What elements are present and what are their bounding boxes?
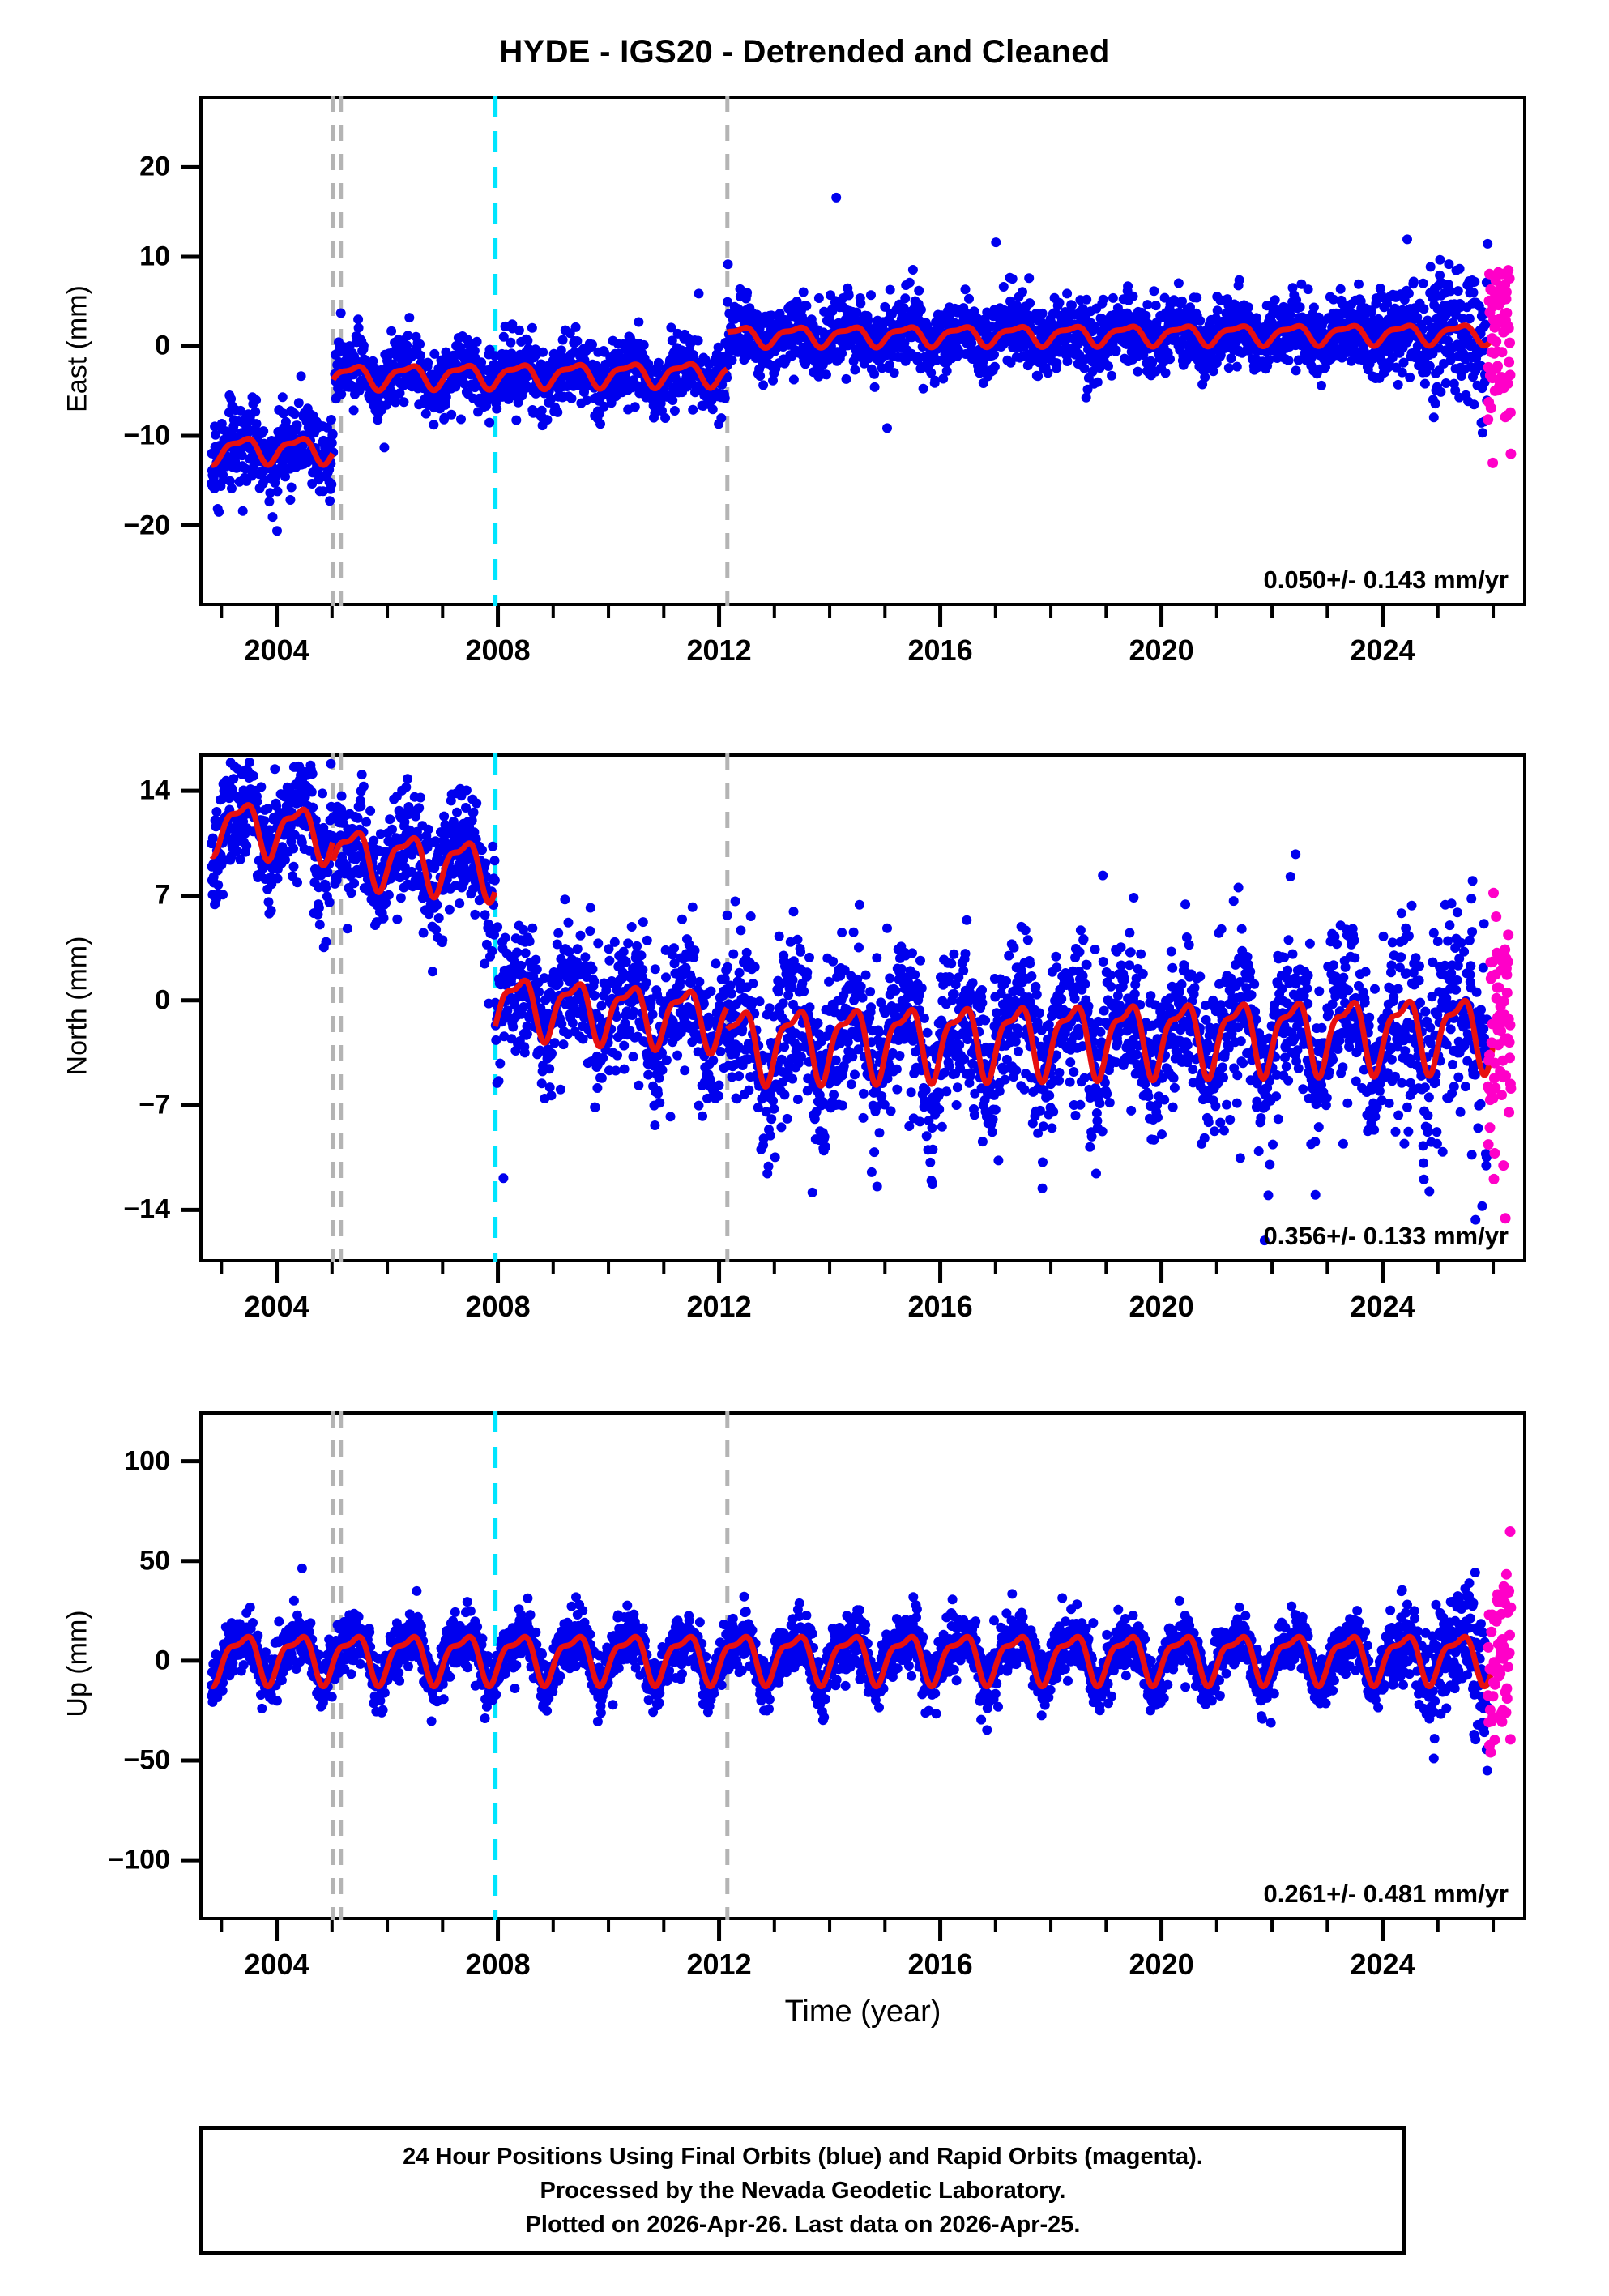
rapid-orbit-points (1483, 1526, 1517, 1758)
x-tick-label: 2020 (1129, 1948, 1194, 1981)
y-axis-label-east: East (mm) (62, 285, 93, 412)
x-axis-label: Time (year) (784, 1995, 941, 2029)
model-fit-curve (209, 1633, 1496, 1690)
plot-canvas-up (207, 1411, 1517, 1920)
page-title: HYDE - IGS20 - Detrended and Cleaned (499, 34, 1110, 70)
y-tick-label: 50 (139, 1545, 170, 1577)
rate-annotation-east: 0.050+/- 0.143 mm/yr (1263, 565, 1509, 594)
plot-canvas-east (207, 96, 1517, 606)
rate-annotation-up: 0.261+/- 0.481 mm/yr (1263, 1880, 1509, 1908)
y-tick-label: 0 (155, 330, 170, 361)
rapid-orbit-points (1483, 887, 1517, 1224)
x-tick-label: 2008 (465, 1948, 531, 1981)
panel-up: −100 −50 0 50 100 2004 2008 2012 2016 2020 2024 Up … (62, 1411, 1526, 1981)
y-tick-label: 100 (124, 1445, 170, 1477)
final-orbit-points (207, 192, 1493, 536)
model-fit-curve (330, 830, 498, 906)
y-tick-label: 0 (155, 984, 170, 1016)
y-tick-label: −10 (123, 420, 170, 451)
x-tick-label: 2008 (465, 634, 531, 667)
footer-box: 24 Hour Positions Using Final Orbits (bl… (199, 2126, 1406, 2255)
x-tick-label: 2020 (1129, 634, 1194, 667)
x-tick-label: 2004 (244, 1290, 309, 1323)
axis-ticks-east (181, 164, 1496, 627)
y-tick-label: −50 (123, 1744, 170, 1776)
model-fit-curve (492, 977, 730, 1057)
x-tick-label: 2008 (465, 1290, 531, 1323)
y-tick-label: 20 (139, 151, 170, 182)
y-tick-label: 10 (139, 241, 170, 272)
final-orbit-points (207, 758, 1493, 1246)
footer-line-1: 24 Hour Positions Using Final Orbits (bl… (403, 2143, 1203, 2170)
model-fit-curve (209, 436, 335, 468)
axis-ticks-north (181, 788, 1496, 1283)
x-tick-label: 2016 (907, 634, 973, 667)
x-tick-label: 2016 (907, 1290, 973, 1323)
footer-line-2: Processed by the Nevada Geodetic Laborat… (540, 2177, 1066, 2204)
y-tick-label: −20 (123, 510, 170, 541)
x-tick-label: 2016 (907, 1948, 973, 1981)
model-fit-curve (209, 802, 335, 868)
y-tick-label: 0 (155, 1645, 170, 1676)
final-orbit-points (207, 1563, 1493, 1776)
x-tick-label: 2012 (686, 634, 752, 667)
y-tick-label: −7 (139, 1089, 170, 1120)
footer-line-3: Plotted on 2026-Apr-26. Last data on 202… (525, 2212, 1081, 2238)
y-axis-label-north: North (mm) (62, 936, 93, 1076)
y-tick-label: 7 (155, 879, 170, 911)
rate-annotation-north: 0.356+/- 0.133 mm/yr (1263, 1222, 1509, 1250)
model-fit-curve (724, 997, 1496, 1090)
x-tick-label: 2020 (1129, 1290, 1194, 1323)
plot-canvas-north (207, 753, 1517, 1262)
y-tick-label: 14 (139, 775, 170, 806)
x-tick-label: 2004 (244, 634, 309, 667)
y-tick-label: −100 (108, 1844, 170, 1876)
y-axis-label-up: Up (mm) (62, 1610, 93, 1718)
x-tick-label: 2004 (244, 1948, 309, 1981)
panel-north: −14 −7 0 7 14 2004 2008 2012 2016 2020 2024 North (… (62, 753, 1526, 1323)
x-tick-label: 2012 (686, 1290, 752, 1323)
x-tick-label: 2012 (686, 1948, 752, 1981)
axis-ticks-up (181, 1459, 1496, 1941)
rapid-orbit-points (1483, 265, 1517, 468)
x-tick-label: 2024 (1350, 634, 1415, 667)
panel-east: −20 −10 0 10 20 2004 2008 2012 2016 2020 2024 East … (62, 96, 1526, 667)
x-tick-label: 2024 (1350, 1948, 1415, 1981)
model-fit-curve (724, 322, 1496, 351)
y-tick-label: −14 (123, 1193, 170, 1225)
x-tick-label: 2024 (1350, 1290, 1415, 1323)
model-fit-curve (331, 361, 730, 394)
